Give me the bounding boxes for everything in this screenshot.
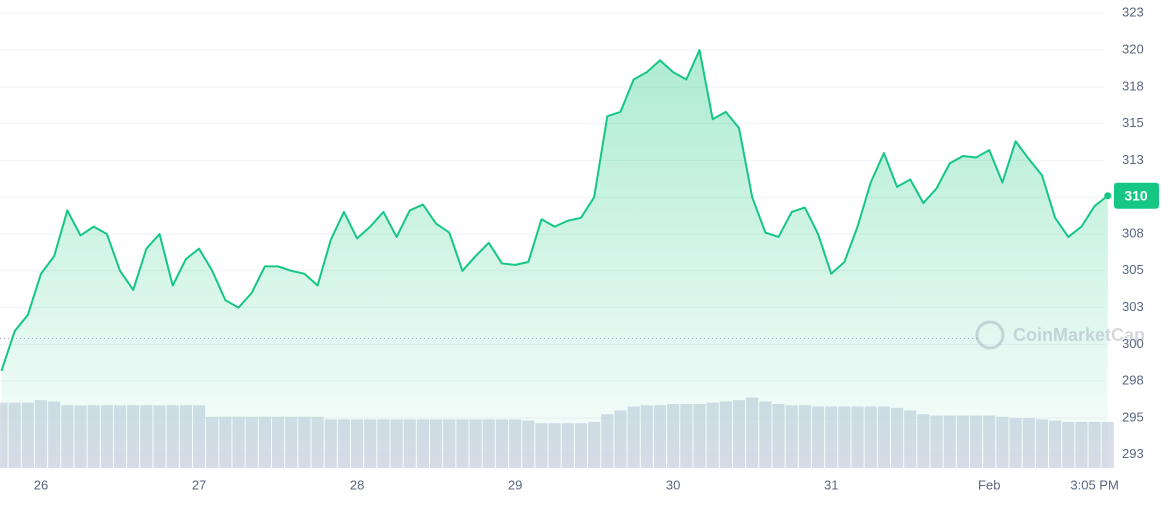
price-badge-label: 310 [1124, 187, 1148, 203]
y-tick-label: 315 [1122, 115, 1144, 130]
y-tick-label: 320 [1122, 41, 1144, 56]
y-tick-label: 323 [1122, 5, 1144, 20]
last-point [1104, 192, 1112, 200]
y-tick-label: 303 [1122, 299, 1144, 314]
x-tick-label: 28 [350, 477, 364, 492]
y-tick-label: 305 [1122, 262, 1144, 277]
x-tick-label: 27 [192, 477, 206, 492]
x-tick-label: 3:05 PM [1070, 477, 1118, 492]
watermark-text: CoinMarketCap [1013, 325, 1145, 345]
y-tick-label: 313 [1122, 152, 1144, 167]
x-tick-label: Feb [978, 477, 1000, 492]
y-tick-label: 298 [1122, 373, 1144, 388]
price-badge [1114, 182, 1159, 209]
y-tick-label: 308 [1122, 225, 1144, 240]
y-tick-label: 295 [1122, 409, 1144, 424]
price-line [0, 49, 1109, 372]
y-tick-label: 318 [1122, 78, 1144, 93]
watermark-logo [975, 320, 1005, 350]
y-tick-label: 300 [1122, 336, 1144, 351]
x-tick-label: 30 [666, 477, 680, 492]
x-tick-label: 26 [34, 477, 48, 492]
x-tick-label: 29 [508, 477, 522, 492]
watermark: CoinMarketCap [975, 320, 1145, 350]
y-tick-label: 293 [1122, 446, 1144, 461]
x-tick-label: 31 [824, 477, 838, 492]
area [1, 50, 1108, 469]
